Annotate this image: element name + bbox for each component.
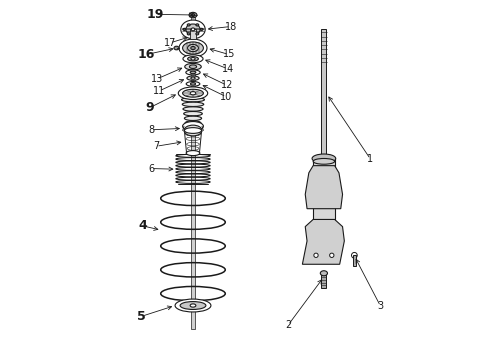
Text: 18: 18	[224, 22, 237, 32]
Polygon shape	[199, 131, 201, 153]
Ellipse shape	[188, 57, 198, 61]
Ellipse shape	[181, 20, 205, 39]
Ellipse shape	[175, 299, 211, 312]
Ellipse shape	[178, 87, 208, 99]
Ellipse shape	[191, 46, 195, 50]
Ellipse shape	[185, 63, 201, 70]
Ellipse shape	[314, 253, 318, 257]
Bar	[321, 273, 326, 288]
Ellipse shape	[191, 77, 195, 79]
Text: 8: 8	[148, 125, 154, 135]
Ellipse shape	[187, 24, 190, 26]
Text: 19: 19	[147, 8, 164, 21]
Ellipse shape	[179, 39, 207, 57]
Ellipse shape	[183, 28, 186, 31]
Ellipse shape	[190, 71, 196, 74]
Text: 2: 2	[285, 320, 291, 330]
Ellipse shape	[183, 89, 203, 97]
Ellipse shape	[186, 150, 200, 156]
Ellipse shape	[183, 42, 203, 54]
Ellipse shape	[181, 98, 204, 102]
Text: 15: 15	[222, 49, 235, 59]
Ellipse shape	[186, 82, 200, 86]
Ellipse shape	[196, 33, 199, 35]
Ellipse shape	[189, 12, 197, 18]
Ellipse shape	[184, 128, 201, 134]
Ellipse shape	[184, 116, 201, 121]
Ellipse shape	[186, 70, 200, 75]
Polygon shape	[305, 166, 343, 209]
Text: 11: 11	[153, 86, 165, 96]
Ellipse shape	[351, 252, 357, 258]
Text: 5: 5	[137, 310, 146, 323]
Text: 12: 12	[221, 80, 233, 90]
Ellipse shape	[191, 83, 196, 85]
Ellipse shape	[183, 55, 203, 63]
Ellipse shape	[184, 112, 202, 116]
Bar	[313, 158, 335, 221]
Ellipse shape	[184, 125, 202, 136]
Bar	[353, 255, 356, 266]
Bar	[321, 30, 326, 158]
Ellipse shape	[191, 28, 195, 31]
Polygon shape	[302, 220, 344, 264]
Text: 14: 14	[221, 64, 234, 74]
Ellipse shape	[185, 121, 201, 125]
Ellipse shape	[188, 44, 198, 51]
Ellipse shape	[182, 102, 204, 107]
Ellipse shape	[183, 122, 203, 131]
Ellipse shape	[320, 271, 327, 276]
Text: 4: 4	[138, 219, 147, 233]
Ellipse shape	[190, 91, 196, 95]
Text: 13: 13	[151, 74, 163, 84]
Ellipse shape	[200, 28, 203, 31]
Bar	[191, 15, 195, 329]
Ellipse shape	[187, 33, 190, 35]
Ellipse shape	[190, 65, 196, 68]
Text: 17: 17	[164, 38, 176, 48]
Text: 10: 10	[220, 92, 232, 102]
Ellipse shape	[196, 24, 199, 26]
Ellipse shape	[186, 24, 200, 35]
Ellipse shape	[312, 154, 336, 163]
Text: 6: 6	[148, 163, 154, 174]
Text: 16: 16	[138, 48, 155, 61]
Text: 9: 9	[146, 101, 154, 114]
Ellipse shape	[183, 107, 203, 111]
Ellipse shape	[180, 302, 206, 310]
Bar	[191, 30, 196, 39]
Ellipse shape	[330, 253, 334, 257]
Ellipse shape	[187, 76, 199, 80]
Ellipse shape	[174, 46, 179, 50]
Text: 7: 7	[153, 141, 159, 151]
Ellipse shape	[190, 304, 196, 307]
Polygon shape	[184, 131, 187, 153]
Ellipse shape	[191, 14, 195, 17]
Ellipse shape	[313, 158, 335, 164]
Ellipse shape	[191, 58, 195, 60]
Text: 1: 1	[368, 154, 373, 164]
Text: 3: 3	[377, 301, 384, 311]
